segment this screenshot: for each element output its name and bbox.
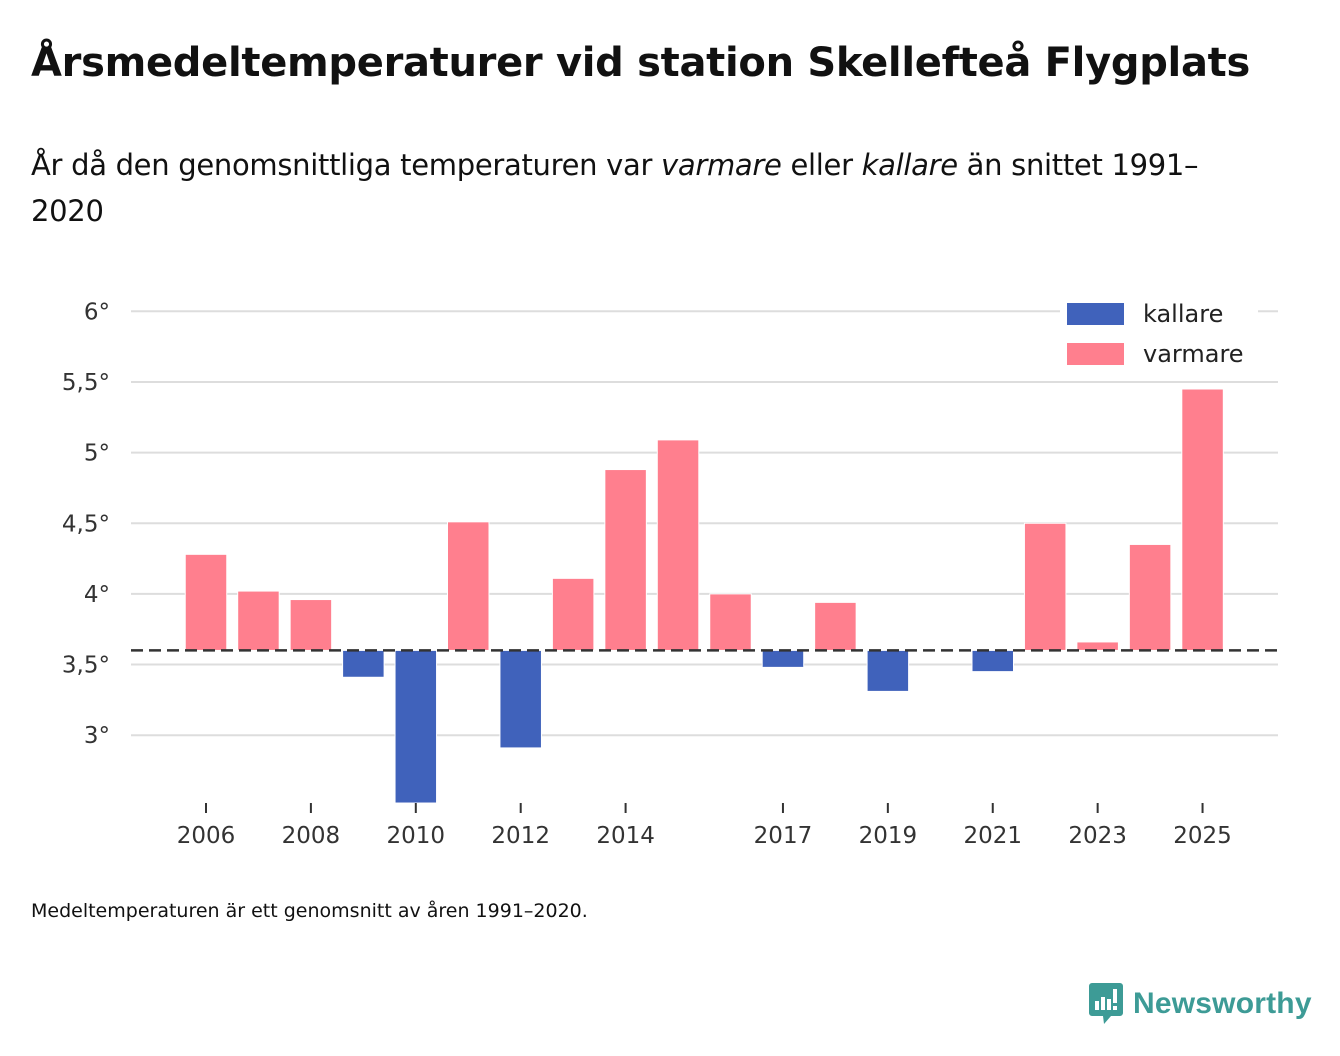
bar-2012 bbox=[499, 649, 542, 749]
bar-2018 bbox=[814, 601, 857, 651]
x-tick-label: 2021 bbox=[963, 823, 1022, 849]
y-tick-label: 5,5° bbox=[62, 370, 110, 396]
subtitle-text-2: eller bbox=[781, 148, 862, 182]
x-tick-label: 2006 bbox=[177, 823, 236, 849]
subtitle-text-3: än snittet 1991–2020 bbox=[31, 148, 1199, 228]
chart-subtitle: År då den genomsnittliga temperaturen va… bbox=[31, 142, 1251, 234]
subtitle-text-1: År då den genomsnittliga temperaturen va… bbox=[31, 148, 662, 182]
legend-swatch-varmare bbox=[1067, 343, 1124, 365]
y-tick-label: 4,5° bbox=[62, 511, 110, 537]
x-tick-label: 2019 bbox=[859, 823, 918, 849]
bar-2006 bbox=[184, 553, 228, 651]
y-axis-ticks: 3° 3,5° 4° 4,5° 5° 5,5° 6° bbox=[62, 299, 110, 749]
x-tick-label: 2012 bbox=[491, 823, 550, 849]
brand-name: Newsworthy bbox=[1133, 987, 1312, 1020]
x-tick-label: 2023 bbox=[1068, 823, 1127, 849]
bar-2021 bbox=[971, 649, 1014, 673]
chart-title: Årsmedeltemperaturer vid station Skellef… bbox=[31, 40, 1250, 86]
x-tick-label: 2014 bbox=[596, 823, 655, 849]
x-axis-ticks: 2006 2008 2010 2012 2014 2017 2019 2021 2023 2025 bbox=[177, 803, 1232, 849]
subtitle-emphasis-kallare: kallare bbox=[861, 148, 958, 182]
y-tick-label: 5° bbox=[84, 441, 110, 467]
bar-2014 bbox=[604, 469, 647, 651]
x-tick-label: 2025 bbox=[1173, 823, 1232, 849]
bar-2013 bbox=[551, 577, 595, 651]
legend-label-kallare: kallare bbox=[1143, 300, 1223, 328]
y-tick-label: 4° bbox=[84, 582, 110, 608]
bar-2016 bbox=[709, 593, 752, 651]
bar-2009 bbox=[342, 649, 385, 678]
y-tick-label: 3,5° bbox=[62, 653, 110, 679]
bar-2022 bbox=[1023, 522, 1067, 651]
x-tick-label: 2008 bbox=[282, 823, 341, 849]
subtitle-emphasis-varmare: varmare bbox=[661, 148, 782, 182]
bar-2007 bbox=[237, 590, 280, 651]
bar-2008 bbox=[289, 599, 333, 651]
y-tick-label: 3° bbox=[84, 723, 110, 749]
bar-2015 bbox=[656, 439, 700, 651]
gridlines bbox=[131, 310, 1278, 737]
bar-2019 bbox=[866, 649, 910, 692]
legend: kallare varmare bbox=[1060, 292, 1258, 380]
bar-2011 bbox=[447, 521, 490, 651]
bar-2024 bbox=[1128, 543, 1172, 651]
legend-swatch-kallare bbox=[1067, 303, 1124, 325]
bar-2017 bbox=[761, 649, 805, 668]
bar-2023 bbox=[1076, 641, 1119, 651]
chart-bubble-icon bbox=[1089, 983, 1123, 1024]
legend-label-varmare: varmare bbox=[1143, 340, 1244, 368]
x-tick-label: 2010 bbox=[387, 823, 446, 849]
x-tick-label: 2017 bbox=[754, 823, 813, 849]
bar-2010 bbox=[394, 649, 438, 804]
footnote: Medeltemperaturen är ett genomsnitt av å… bbox=[31, 900, 588, 922]
newsworthy-logo[interactable]: Newsworthy bbox=[1089, 983, 1312, 1025]
bars bbox=[184, 388, 1224, 804]
y-tick-label: 6° bbox=[84, 299, 110, 325]
bar-2025 bbox=[1181, 388, 1224, 651]
bar-chart: 3° 3,5° 4° 4,5° 5° 5,5° 6° 2006 2008 2010 2012 201… bbox=[61, 292, 1278, 849]
